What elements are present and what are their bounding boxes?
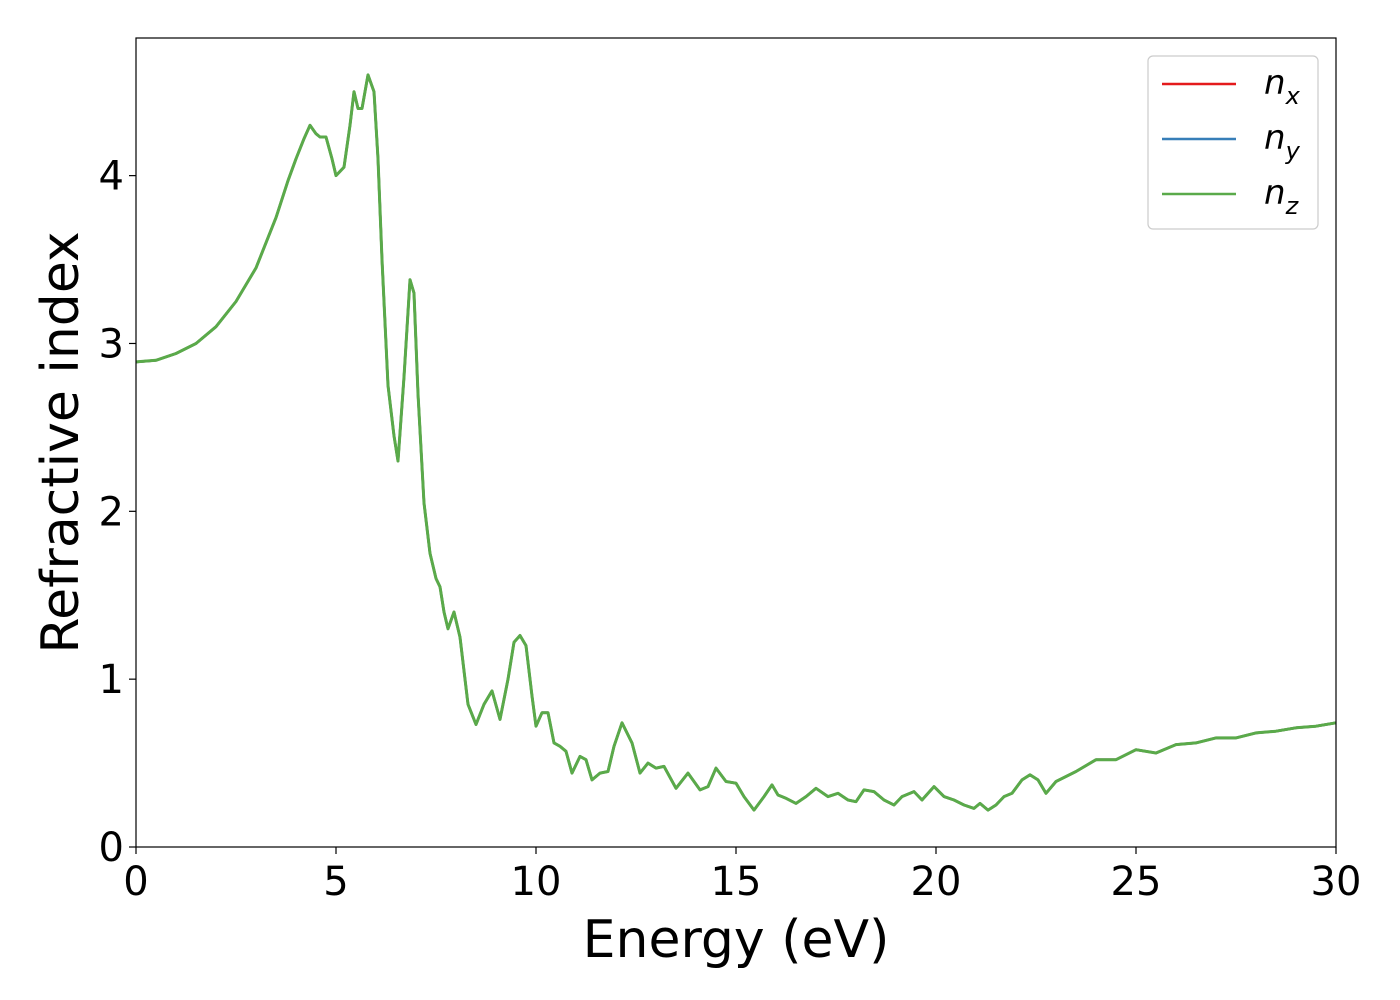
- x-tick-label: 20: [911, 859, 962, 905]
- x-tick-label: 0: [123, 859, 148, 905]
- series-lines: [135, 73, 1337, 812]
- legend-label-ny: ny: [1264, 118, 1301, 165]
- x-tick-label: 10: [511, 859, 562, 905]
- legend-label-nx: nx: [1264, 63, 1301, 110]
- y-axis-label: Refractive index: [31, 231, 91, 653]
- y-tick-label: 1: [99, 657, 124, 703]
- y-tick-label: 2: [99, 489, 124, 535]
- legend-box: [1147, 55, 1319, 230]
- x-tick-label: 5: [323, 859, 348, 905]
- x-axis: 0 5 10 15 20 25 30: [123, 847, 1361, 905]
- x-tick-label: 25: [1111, 859, 1162, 905]
- series-line-nz: [135, 73, 1337, 812]
- legend: nx ny nz: [1147, 55, 1319, 230]
- x-tick-label: 30: [1311, 859, 1362, 905]
- y-tick-label: 4: [99, 154, 124, 200]
- y-tick-label: 3: [99, 321, 124, 367]
- x-tick-label: 15: [711, 859, 762, 905]
- legend-label-nz: nz: [1264, 173, 1300, 220]
- y-axis: 0 1 2 3 4: [99, 154, 136, 871]
- y-tick-label: 0: [99, 825, 124, 871]
- x-axis-label: Energy (eV): [583, 910, 890, 970]
